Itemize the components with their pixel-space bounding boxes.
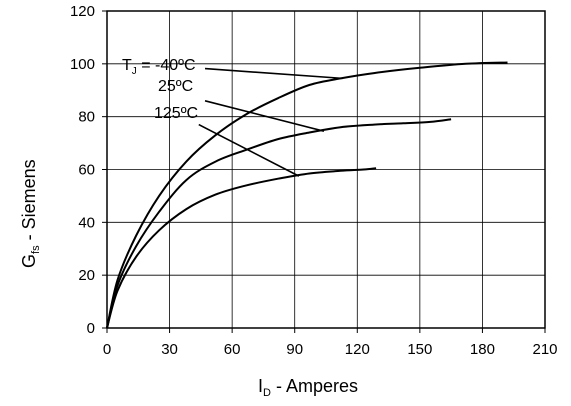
x-tick-label: 0 xyxy=(103,341,111,358)
y-tick-label: 20 xyxy=(78,267,95,284)
x-tick-label: 90 xyxy=(286,341,303,358)
x-tick-label: 150 xyxy=(407,341,432,358)
x-tick-label: 210 xyxy=(532,341,557,358)
x-axis-label: ID - Amperes xyxy=(258,376,358,399)
annotation-tj-minus40: TJ = -40ºC xyxy=(122,57,196,77)
curve-minus40c xyxy=(106,61,508,329)
callout-lines xyxy=(198,67,343,177)
ticks: 0 30 60 90 120 150 180 210 0 20 40 60 80 100 120 xyxy=(70,3,558,358)
x-tick-label: 180 xyxy=(470,341,495,358)
y-tick-label: 60 xyxy=(78,162,95,179)
callout-25c xyxy=(204,100,325,132)
x-tick-label: 120 xyxy=(345,341,370,358)
y-tick-label: 40 xyxy=(78,214,95,231)
callout-minus40c xyxy=(204,67,343,80)
annotation-125c: 125ºC xyxy=(154,105,198,122)
y-tick-label: 120 xyxy=(70,3,95,20)
curve-25c xyxy=(106,118,452,329)
x-tick-label: 60 xyxy=(224,341,241,358)
curve-125c xyxy=(106,167,377,329)
annotation-25c: 25ºC xyxy=(158,78,193,95)
y-tick-label: 80 xyxy=(78,109,95,126)
series-lines xyxy=(106,61,508,329)
callout-125c xyxy=(198,123,300,177)
y-tick-label: 0 xyxy=(87,320,95,337)
y-axis-label: Gfs - Siemens xyxy=(19,159,42,268)
x-tick-label: 30 xyxy=(161,341,178,358)
y-tick-label: 100 xyxy=(70,56,95,73)
